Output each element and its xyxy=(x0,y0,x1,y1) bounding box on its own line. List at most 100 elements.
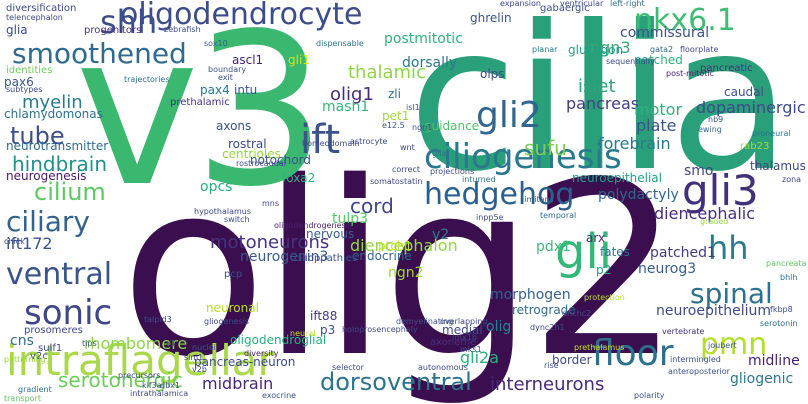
word: dync2h1 xyxy=(530,323,565,332)
word: olps xyxy=(480,67,505,81)
word: nuclei xyxy=(192,343,216,352)
word: hh xyxy=(708,229,749,267)
word: ngn1 xyxy=(412,123,433,132)
word: telencephalon xyxy=(6,13,63,22)
word: pax4 xyxy=(200,83,230,97)
word: prosomeres xyxy=(24,325,83,336)
word: lmx1b xyxy=(452,333,477,342)
word: demyelinating xyxy=(396,317,454,326)
word: temporal xyxy=(540,211,577,220)
word: serotonergic xyxy=(58,368,183,392)
word: gabaergic xyxy=(540,3,590,14)
word: ptch1 xyxy=(378,239,413,253)
word: subtypes xyxy=(6,85,43,94)
word: precursors xyxy=(118,371,161,380)
word: exocrine xyxy=(262,391,297,400)
word: olig2 xyxy=(120,130,681,404)
word: dbx1 xyxy=(160,381,180,390)
word: opcs xyxy=(200,179,233,195)
word: smo xyxy=(684,163,714,179)
word: glial xyxy=(432,149,449,158)
word: oligodendrogenesis xyxy=(274,221,353,230)
word: motor xyxy=(634,100,683,119)
word: ift172 xyxy=(6,234,53,253)
word: expansion xyxy=(500,0,541,8)
word: ghrelin xyxy=(470,11,512,25)
word: thalamic xyxy=(348,62,426,83)
word: glia xyxy=(6,23,28,37)
word: protection xyxy=(584,293,625,302)
word: neurogenin3 xyxy=(240,249,329,265)
word: ngn3 xyxy=(590,38,631,57)
word: hb9 xyxy=(708,115,724,124)
word: anteroposterior xyxy=(668,367,730,376)
word: gli3 xyxy=(682,166,759,215)
word: cord xyxy=(350,194,394,218)
word: graded xyxy=(700,217,729,226)
word: talpid3 xyxy=(144,315,172,324)
word: cilioppathies xyxy=(294,253,358,264)
word: limitans xyxy=(522,195,554,204)
word: neuronal xyxy=(206,301,259,315)
word: tube xyxy=(10,122,65,150)
word: pancreas xyxy=(566,94,640,113)
word: shh xyxy=(100,3,158,41)
word: retrograde xyxy=(512,303,576,317)
word: midline xyxy=(748,353,800,369)
word: patched xyxy=(634,53,683,67)
word: pancreatic xyxy=(700,63,753,74)
word: cilium xyxy=(34,178,106,206)
word: zona xyxy=(782,175,802,184)
word: olig xyxy=(486,319,512,335)
word: zli xyxy=(388,87,401,101)
word: proneural xyxy=(752,129,791,138)
word: left-right xyxy=(610,0,645,8)
word: dnchc2 xyxy=(562,309,592,318)
word: motoneurons xyxy=(210,232,330,253)
word: pancreata xyxy=(766,259,807,268)
word: dorsoventral xyxy=(320,368,472,396)
word: v3 xyxy=(75,0,327,233)
word: nkx6.1 xyxy=(634,3,736,38)
word: gli2a xyxy=(460,348,500,367)
word: post-mitotic xyxy=(666,69,714,78)
word: intraflagellar xyxy=(6,336,275,385)
word: tulp3 xyxy=(332,211,369,227)
word: selector xyxy=(332,363,364,372)
word: intrathalamica xyxy=(130,389,189,398)
word: ewing xyxy=(698,125,722,134)
word: v2c xyxy=(30,351,48,362)
word: floor xyxy=(592,333,674,374)
word: gli xyxy=(555,224,613,280)
word: ngn2 xyxy=(388,265,424,281)
word: hypothalamus xyxy=(194,207,252,216)
word: gliogenesis xyxy=(204,317,249,326)
word: chick xyxy=(4,237,25,246)
word: ift88 xyxy=(310,309,338,323)
word: v2b xyxy=(192,365,207,374)
word: polydactyly xyxy=(598,187,679,203)
word: rab23 xyxy=(740,141,770,152)
word: fkbp8 xyxy=(770,305,793,314)
word: rostrocaudal xyxy=(236,159,286,168)
word: gradient xyxy=(18,385,52,394)
word: rise xyxy=(544,361,559,370)
word: dorsally xyxy=(402,55,458,71)
word: sequentially xyxy=(606,57,655,66)
word: v1 xyxy=(166,339,176,348)
word: postmitotic xyxy=(384,31,463,47)
word: neuroepithelium xyxy=(656,303,772,319)
word: e12.5 xyxy=(382,121,405,130)
word: pcp xyxy=(224,269,243,280)
word: midbrain xyxy=(202,374,274,393)
word: p3 xyxy=(320,323,336,337)
word: thalamus xyxy=(750,159,806,173)
word: fates xyxy=(600,245,630,259)
word: mns xyxy=(262,199,280,208)
word: nervous xyxy=(306,227,355,241)
word: vertebrate xyxy=(662,327,705,336)
word: cns xyxy=(10,333,34,349)
word: ciliogenesis xyxy=(424,137,622,177)
word: correct xyxy=(392,165,421,174)
